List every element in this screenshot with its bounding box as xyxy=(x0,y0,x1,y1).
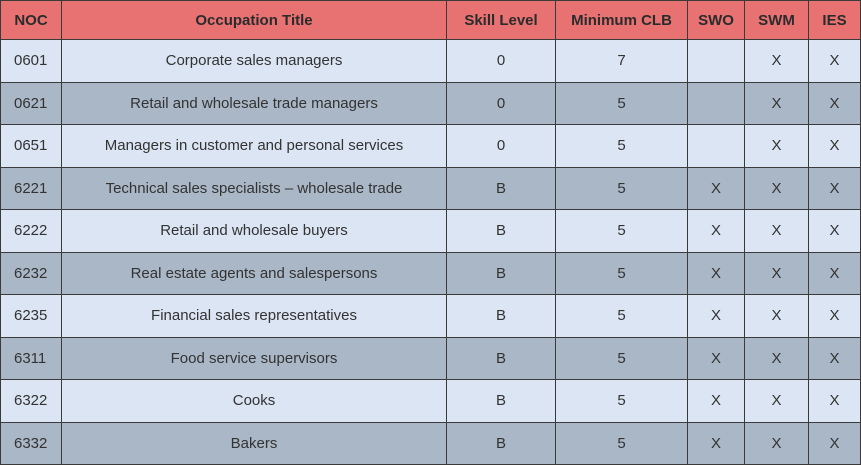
table-cell: Corporate sales managers xyxy=(61,39,447,83)
header-cell: Minimum CLB xyxy=(555,0,688,40)
header-row: NOC Occupation Title Skill Level Minimum CL… xyxy=(0,0,861,40)
table-cell: X xyxy=(687,421,745,465)
table-cell: Retail and wholesale trade managers xyxy=(61,81,447,125)
table-cell: X xyxy=(808,336,861,380)
table-cell: 5 xyxy=(555,336,688,380)
table-cell: Cooks xyxy=(61,379,447,423)
table-cell: B xyxy=(446,294,556,338)
table-cell: 6221 xyxy=(0,166,62,210)
table-cell: X xyxy=(744,336,809,380)
table-cell: X xyxy=(808,124,861,168)
table-cell: B xyxy=(446,251,556,295)
table-cell: Managers in customer and personal servic… xyxy=(61,124,447,168)
table-cell: 5 xyxy=(555,421,688,465)
header-cell: SWM xyxy=(744,0,809,40)
table-cell: 5 xyxy=(555,124,688,168)
table-cell: 0 xyxy=(446,81,556,125)
table-cell: X xyxy=(687,209,745,253)
table-cell: 7 xyxy=(555,39,688,83)
header-cell: Skill Level xyxy=(446,0,556,40)
table-cell: X xyxy=(744,124,809,168)
table-row: 6332 Bakers B 5 X X X xyxy=(0,421,861,465)
table-cell: 6222 xyxy=(0,209,62,253)
header-cell: IES xyxy=(808,0,861,40)
table-cell: X xyxy=(744,294,809,338)
table-cell: X xyxy=(808,251,861,295)
table-cell xyxy=(687,39,745,83)
table-cell: X xyxy=(808,39,861,83)
table-cell: B xyxy=(446,379,556,423)
table-cell: B xyxy=(446,336,556,380)
table-cell: 5 xyxy=(555,209,688,253)
table-row: 0621 Retail and wholesale trade managers 0… xyxy=(0,81,861,125)
table-row: 6235 Financial sales representatives B 5 X X X xyxy=(0,294,861,338)
table-cell xyxy=(687,81,745,125)
table-cell: X xyxy=(744,251,809,295)
table-cell: X xyxy=(687,379,745,423)
table-cell: X xyxy=(808,81,861,125)
table-cell: 0621 xyxy=(0,81,62,125)
table-row: 6221 Technical sales specialists – wholes… xyxy=(0,166,861,210)
table-cell: Technical sales specialists – wholesale … xyxy=(61,166,447,210)
table-cell: 5 xyxy=(555,166,688,210)
table-cell: B xyxy=(446,209,556,253)
table-cell: X xyxy=(744,39,809,83)
table-cell: Food service supervisors xyxy=(61,336,447,380)
header-cell: Occupation Title xyxy=(61,0,447,40)
table-cell: 0 xyxy=(446,39,556,83)
table-cell: 6311 xyxy=(0,336,62,380)
table-row: 0651 Managers in customer and personal se… xyxy=(0,124,861,168)
table-row: 6322 Cooks B 5 X X X xyxy=(0,379,861,423)
table-cell: 0651 xyxy=(0,124,62,168)
table-cell: X xyxy=(687,294,745,338)
table-cell: X xyxy=(744,379,809,423)
table-cell: X xyxy=(808,294,861,338)
table-cell: X xyxy=(808,209,861,253)
table-cell: X xyxy=(744,209,809,253)
table-cell: X xyxy=(744,421,809,465)
table-row: 0601 Corporate sales managers 0 7 X X xyxy=(0,39,861,83)
table-cell: X xyxy=(808,379,861,423)
table-body: 0601 Corporate sales managers 0 7 X X 0621 Reta… xyxy=(0,39,861,465)
table-cell: 6232 xyxy=(0,251,62,295)
table-cell: 6332 xyxy=(0,421,62,465)
table-cell: X xyxy=(808,421,861,465)
table-cell: Financial sales representatives xyxy=(61,294,447,338)
table-row: 6232 Real estate agents and salespersons B… xyxy=(0,251,861,295)
table-cell: Real estate agents and salespersons xyxy=(61,251,447,295)
table-cell: 6322 xyxy=(0,379,62,423)
table-cell: X xyxy=(687,166,745,210)
table-cell: Retail and wholesale buyers xyxy=(61,209,447,253)
table-cell: 5 xyxy=(555,81,688,125)
table-row: 6311 Food service supervisors B 5 X X X xyxy=(0,336,861,380)
table-cell: 6235 xyxy=(0,294,62,338)
table-cell: 0601 xyxy=(0,39,62,83)
header-cell: NOC xyxy=(0,0,62,40)
table-cell: X xyxy=(687,251,745,295)
table-cell: 0 xyxy=(446,124,556,168)
table-cell: X xyxy=(744,166,809,210)
table-row: 6222 Retail and wholesale buyers B 5 X X X xyxy=(0,209,861,253)
table-cell: 5 xyxy=(555,294,688,338)
header-cell: SWO xyxy=(687,0,745,40)
table-cell: X xyxy=(744,81,809,125)
table-cell: 5 xyxy=(555,379,688,423)
table-cell: 5 xyxy=(555,251,688,295)
table-cell: B xyxy=(446,166,556,210)
table-cell: X xyxy=(808,166,861,210)
table-cell: B xyxy=(446,421,556,465)
table-cell: X xyxy=(687,336,745,380)
table-cell: Bakers xyxy=(61,421,447,465)
table-cell xyxy=(687,124,745,168)
